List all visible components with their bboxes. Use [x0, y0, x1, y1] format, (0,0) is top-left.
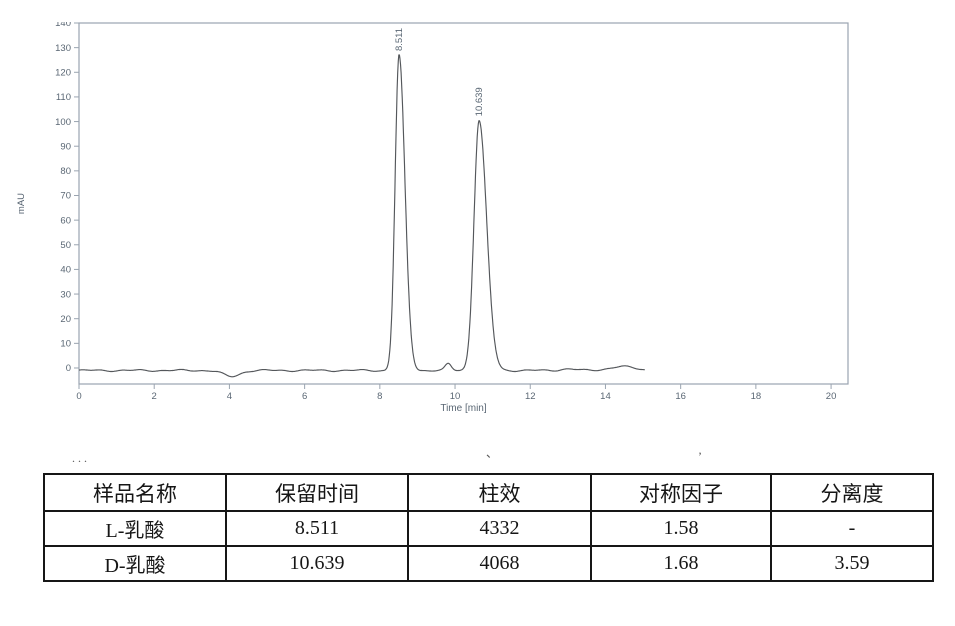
- y-axis-tick-label: 120: [55, 67, 71, 78]
- table-row-d-lactic-acid: D-乳酸 10.639 4068 1.68 3.59: [43, 545, 934, 582]
- cell-column-efficiency: 4068: [407, 545, 592, 582]
- x-axis-tick-label: 16: [675, 391, 686, 402]
- col-header-sample-name: 样品名称: [43, 473, 227, 512]
- y-axis-tick-label: 0: [66, 363, 71, 374]
- peak-label: 8.511: [394, 28, 405, 51]
- cell-column-efficiency: 4332: [407, 510, 592, 547]
- x-axis-tick-label: 12: [525, 391, 536, 402]
- chromatogram-panel: 0 10 20 30 40 50 60 70 80 90 100 110 120 130 140 0 2 4 6 8 1…: [16, 0, 849, 414]
- y-axis-tick-label: 90: [60, 141, 71, 152]
- x-axis-tick-label: 10: [450, 391, 461, 402]
- cell-retention-time: 8.511: [225, 510, 409, 547]
- x-axis-tick-label: 14: [600, 391, 611, 402]
- cell-symmetry-factor: 1.58: [590, 510, 772, 547]
- scan-crop-artifact: . . .: [72, 451, 87, 465]
- y-axis-tick-label: 80: [60, 166, 71, 177]
- y-axis-title: mAU: [16, 193, 27, 214]
- chromatogram-chart: 0 10 20 30 40 50 60 70 80 90 100 110 120 130 140 0 2 4 6 8 1…: [16, 0, 849, 414]
- plot-frame: [78, 22, 849, 385]
- col-header-column-efficiency: 柱效: [407, 473, 592, 512]
- x-axis-tick-label: 0: [76, 391, 81, 402]
- results-table-container: 样品名称 保留时间 柱效 对称因子 分离度 L-乳酸 8.511 4332 1.…: [43, 473, 934, 582]
- y-axis-tick-label: 30: [60, 289, 71, 300]
- y-axis-tick-label: 110: [56, 92, 71, 103]
- scan-crop-artifact: 、: [486, 446, 499, 460]
- y-axis-tick-label: 70: [60, 191, 71, 202]
- peak-label: 10.639: [474, 87, 485, 116]
- cell-resolution: -: [770, 510, 934, 547]
- cell-retention-time: 10.639: [225, 545, 409, 582]
- col-header-retention-time: 保留时间: [225, 473, 409, 512]
- cell-resolution: 3.59: [770, 545, 934, 582]
- y-axis-tick-label: 140: [55, 18, 71, 29]
- x-axis-tick-label: 18: [751, 391, 762, 402]
- scan-cutoff-patch: [40, 0, 76, 22]
- col-header-resolution: 分离度: [770, 473, 934, 512]
- y-axis-tick-label: 100: [55, 117, 71, 128]
- cell-symmetry-factor: 1.68: [590, 545, 772, 582]
- x-axis-tick-label: 20: [826, 391, 837, 402]
- x-axis-tick-label: 8: [377, 391, 382, 402]
- cell-sample-name: L-乳酸: [43, 510, 227, 547]
- x-axis-tick-label: 4: [227, 391, 232, 402]
- results-table: 样品名称 保留时间 柱效 对称因子 分离度 L-乳酸 8.511 4332 1.…: [43, 473, 934, 582]
- chromatogram-trace: [78, 54, 645, 378]
- x-axis-title: Time [min]: [440, 403, 487, 414]
- y-axis-tick-label: 40: [60, 265, 71, 276]
- col-header-symmetry-factor: 对称因子: [590, 473, 772, 512]
- y-axis-tick-label: 60: [60, 215, 71, 226]
- x-axis-tick-label: 2: [152, 391, 157, 402]
- cell-sample-name: D-乳酸: [43, 545, 227, 582]
- y-axis-tick-label: 10: [60, 339, 71, 350]
- y-axis-tick-label: 20: [60, 314, 71, 325]
- y-axis-tick-label: 50: [60, 240, 71, 251]
- y-axis-tick-label: 130: [55, 43, 71, 54]
- table-header-row: 样品名称 保留时间 柱效 对称因子 分离度: [43, 473, 934, 512]
- scan-crop-artifact: ’: [698, 449, 702, 463]
- x-axis-tick-label: 6: [302, 391, 307, 402]
- table-row-l-lactic-acid: L-乳酸 8.511 4332 1.58 -: [43, 510, 934, 547]
